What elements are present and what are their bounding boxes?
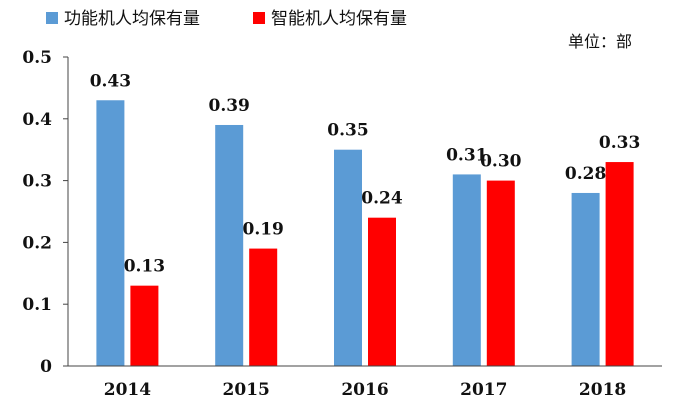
bar-functional-phone (452, 174, 481, 366)
x-tick-label: 2018 (579, 380, 626, 400)
y-tick-label: 0.1 (22, 295, 52, 315)
data-label: 0.35 (327, 121, 368, 141)
bar-functional-phone (215, 124, 244, 366)
y-axis: 0 0.1 0.2 0.3 0.4 0.5 (22, 48, 69, 377)
bar-smart-phone (249, 248, 278, 366)
bars-group: 0.43 0.13 0.39 0.19 0.35 0.24 0.310.30 0.28 0.33 (90, 71, 640, 366)
bar-smart-phone (368, 217, 396, 366)
data-label: 0.13 (124, 257, 165, 277)
data-label: 0.19 (242, 220, 283, 240)
bar-smart-phone (130, 285, 159, 366)
bar-functional-phone (334, 149, 362, 366)
data-label: 0.33 (599, 133, 640, 153)
y-tick-label: 0.3 (22, 172, 52, 192)
legend-swatch-smart-phone (253, 12, 265, 24)
bar-smart-phone (605, 162, 634, 366)
legend-swatch-functional-phone (46, 12, 58, 24)
data-label: 0.24 (361, 189, 403, 209)
y-tick-label: 0 (40, 357, 52, 377)
x-tick-label: 2014 (104, 380, 151, 400)
data-label: 0.30 (480, 152, 522, 172)
data-label: 0.39 (208, 96, 249, 116)
legend: 功能机人均保有量 智能机人均保有量 (46, 9, 407, 29)
bar-functional-phone (571, 192, 600, 366)
y-tick-label: 0.4 (22, 110, 52, 130)
bar-functional-phone (96, 100, 125, 366)
bar-smart-phone (486, 180, 515, 366)
x-tick-label: 2016 (341, 380, 388, 400)
x-tick-label: 2015 (223, 380, 270, 400)
y-tick-label: 0.2 (22, 233, 52, 253)
x-axis: 2014 2015 2016 2017 2018 (68, 365, 662, 400)
data-label: 0.28 (565, 164, 606, 184)
legend-label-functional-phone: 功能机人均保有量 (64, 9, 200, 29)
x-tick-label: 2017 (460, 380, 507, 400)
legend-label-smart-phone: 智能机人均保有量 (271, 9, 407, 29)
unit-label: 单位：部 (568, 32, 632, 51)
y-tick-label: 0.5 (22, 48, 52, 68)
data-label: 0.31 (446, 145, 487, 165)
data-label: 0.43 (90, 71, 131, 91)
